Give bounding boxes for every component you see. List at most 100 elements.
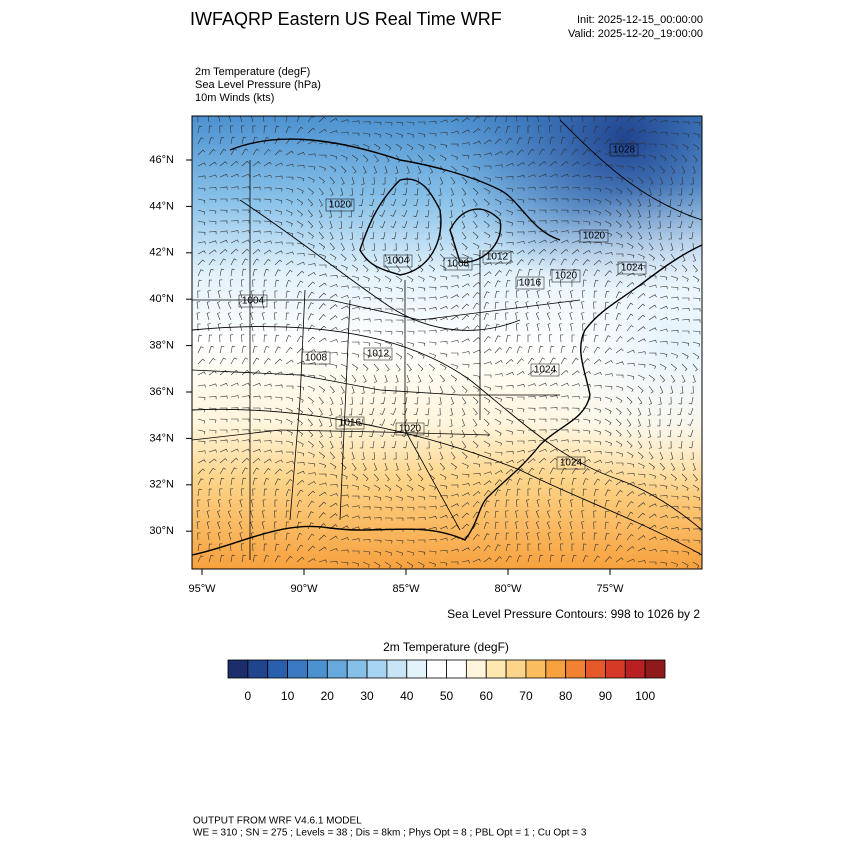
wind-barb xyxy=(414,396,419,405)
wind-barb xyxy=(670,385,674,394)
wind-barb xyxy=(351,505,360,509)
wind-barb xyxy=(681,307,690,312)
wind-barb xyxy=(228,499,232,508)
wind-barb xyxy=(384,462,388,471)
wind-barb xyxy=(550,209,558,213)
contour-label-box xyxy=(383,254,413,268)
wind-barb xyxy=(593,198,601,204)
wind-barb xyxy=(688,396,694,405)
wind-barb xyxy=(241,467,248,475)
wind-barb xyxy=(615,152,624,156)
wind-barb xyxy=(615,139,624,145)
wind-barb xyxy=(208,240,217,244)
wind-barb xyxy=(197,175,206,179)
wind-barb xyxy=(307,396,314,404)
wind-barb xyxy=(318,154,327,159)
wind-barb xyxy=(516,198,525,203)
wind-barb xyxy=(450,561,459,565)
wind-barb xyxy=(536,499,540,508)
wind-barb xyxy=(582,125,587,134)
wind-barb xyxy=(582,249,591,255)
wind-barb xyxy=(219,209,228,214)
wind-barb xyxy=(239,532,243,541)
wind-barb xyxy=(449,209,453,218)
wind-barb xyxy=(516,418,525,424)
wind-barb xyxy=(263,357,271,365)
wind-barb xyxy=(263,125,268,134)
wind-barb xyxy=(450,548,459,552)
wind-barb xyxy=(329,548,338,552)
wind-barb xyxy=(418,330,426,334)
wind-barb xyxy=(274,250,283,255)
wind-barb xyxy=(208,161,217,167)
wind-barb xyxy=(439,305,448,310)
wind-barb xyxy=(252,467,260,475)
wind-barb xyxy=(252,357,260,365)
wind-barb xyxy=(527,230,536,234)
wind-barb xyxy=(263,279,268,288)
wind-barb xyxy=(450,165,457,173)
wind-barb xyxy=(450,396,454,405)
wind-barb xyxy=(384,286,393,292)
wind-barb xyxy=(582,384,591,388)
wind-barb xyxy=(206,510,210,519)
wind-barb xyxy=(549,248,558,255)
wind-barb xyxy=(615,209,622,218)
wind-barb xyxy=(560,248,569,255)
wind-barb xyxy=(274,175,283,179)
wind-barb xyxy=(428,462,434,471)
wind-barb xyxy=(648,143,657,147)
wind-barb xyxy=(593,459,602,464)
wind-barb xyxy=(274,137,281,145)
wind-barb xyxy=(340,165,347,174)
wind-barb xyxy=(329,493,338,497)
wind-barb xyxy=(351,264,359,272)
wind-barb xyxy=(461,231,467,240)
wind-barb xyxy=(472,429,478,438)
footer-line: OUTPUT FROM WRF V4.6.1 MODEL xyxy=(193,816,362,827)
wind-barb xyxy=(227,510,232,519)
wind-barb xyxy=(428,120,437,125)
wind-barb xyxy=(648,451,654,460)
wind-barb xyxy=(390,418,397,426)
contour-label: 1016 xyxy=(519,278,542,289)
wind-barb xyxy=(252,554,258,563)
wind-barb xyxy=(197,279,202,288)
contour-label-box xyxy=(556,456,586,470)
wind-barb xyxy=(648,315,657,321)
wind-barb xyxy=(208,187,217,191)
wind-barb xyxy=(516,407,525,412)
wind-barb xyxy=(329,253,337,261)
wind-barb xyxy=(263,543,268,552)
wind-barb xyxy=(527,279,531,288)
wind-barb xyxy=(637,363,646,368)
lat-label: 46°N xyxy=(149,154,174,166)
wind-barb xyxy=(494,116,500,123)
wind-barb xyxy=(391,396,397,405)
wind-barb xyxy=(307,263,316,267)
wind-barb xyxy=(593,312,597,321)
wind-barb xyxy=(219,268,225,277)
wind-barb xyxy=(604,440,612,446)
wind-barb xyxy=(505,478,513,486)
wind-barb xyxy=(385,308,393,312)
wind-barb xyxy=(472,313,480,321)
contour-label: 1020 xyxy=(555,271,578,282)
wind-barb xyxy=(582,259,590,266)
wind-barb xyxy=(657,418,661,427)
wind-barb xyxy=(285,555,293,563)
wind-barb xyxy=(393,385,397,394)
wind-barb xyxy=(426,440,430,449)
wind-barb xyxy=(296,312,302,321)
wind-barb xyxy=(329,385,335,394)
wind-barb xyxy=(526,532,530,541)
wind-barb xyxy=(483,280,491,288)
wind-barb xyxy=(527,458,536,464)
wind-barb xyxy=(263,334,268,343)
wind-barb xyxy=(351,526,360,530)
wind-barb xyxy=(252,258,260,266)
wind-barb xyxy=(505,440,514,445)
wind-barb xyxy=(571,279,575,288)
wind-barb xyxy=(362,506,371,510)
wind-barb xyxy=(439,363,447,370)
